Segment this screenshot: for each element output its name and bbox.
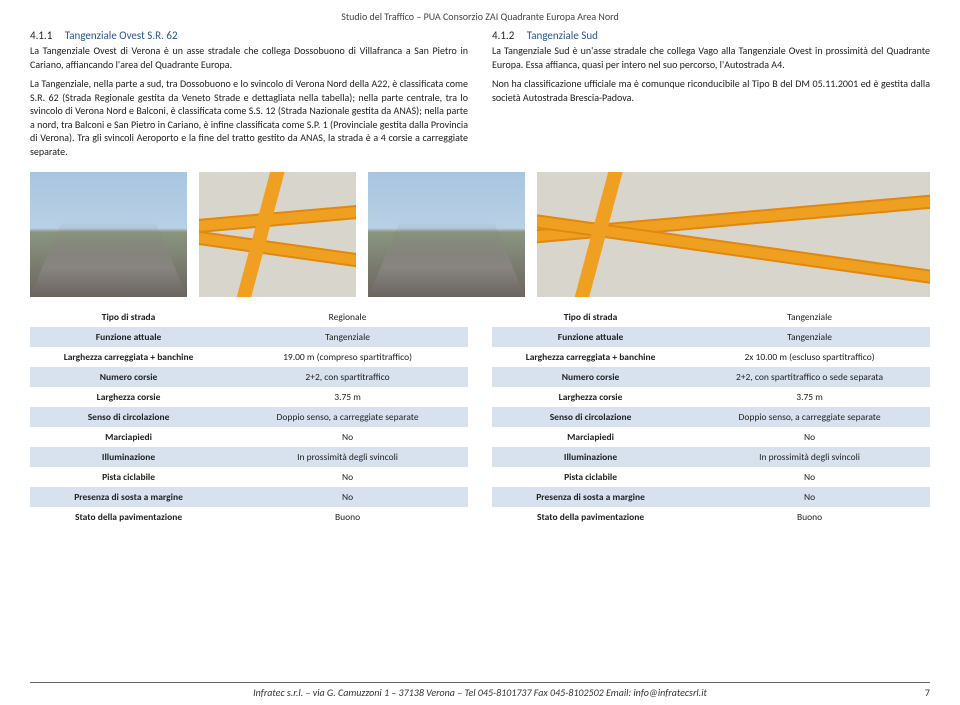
left-column: 4.1.1 Tangenziale Ovest S.R. 62 La Tange… [30, 29, 468, 164]
value: No [227, 427, 468, 447]
label-illuminazione: Illuminazione [30, 447, 227, 467]
right-paragraph-2: Non ha classificazione ufficiale ma è co… [492, 77, 930, 104]
label-funzione: Funzione attuale [492, 327, 689, 347]
value: Doppio senso, a carreggiate separate [227, 407, 468, 427]
label-larghezza-corsie: Larghezza corsie [492, 387, 689, 407]
section-title: Tangenziale Ovest S.R. 62 [65, 29, 178, 42]
value: 3.75 m [227, 387, 468, 407]
label-stato: Stato della pavimentazione [492, 507, 689, 527]
image-row [30, 172, 930, 297]
page-footer: Infratec s.r.l. – via G. Camuzzoni 1 – 3… [30, 682, 930, 699]
label-larghezza-carr: Larghezza carreggiata + banchine [492, 347, 689, 367]
label-funzione: Funzione attuale [30, 327, 227, 347]
label-marciapiedi: Marciapiedi [30, 427, 227, 447]
right-paragraph-1: La Tangenziale Sud è un'asse stradale ch… [492, 44, 930, 71]
label-tipo: Tipo di strada [492, 307, 689, 327]
page-header: Studio del Traffico – PUA Consorzio ZAI … [30, 10, 930, 23]
value: 19.00 m (compreso spartitraffico) [227, 347, 468, 367]
map-image-center [199, 172, 356, 297]
label-stato: Stato della pavimentazione [30, 507, 227, 527]
value: Doppio senso, a carreggiate separate [689, 407, 930, 427]
label-illuminazione: Illuminazione [492, 447, 689, 467]
label-sosta: Presenza di sosta a margine [30, 487, 227, 507]
label-pista: Pista ciclabile [30, 467, 227, 487]
label-numero-corsie: Numero corsie [30, 367, 227, 387]
section-title: Tangenziale Sud [527, 29, 598, 42]
footer-text: Infratec s.r.l. – via G. Camuzzoni 1 – 3… [253, 686, 707, 699]
value: No [689, 467, 930, 487]
value: 2+2, con spartitraffico o sede separata [689, 367, 930, 387]
left-paragraph-2: La Tangenziale, nella parte a sud, tra D… [30, 77, 468, 158]
value: No [689, 487, 930, 507]
table-right-container: Tipo di stradaTangenziale Funzione attua… [492, 307, 930, 527]
label-marciapiedi: Marciapiedi [492, 427, 689, 447]
section-heading-left: 4.1.1 Tangenziale Ovest S.R. 62 [30, 29, 468, 42]
value: Buono [227, 507, 468, 527]
value: Tangenziale [689, 307, 930, 327]
label-larghezza-corsie: Larghezza corsie [30, 387, 227, 407]
label-larghezza-carr: Larghezza carreggiata + banchine [30, 347, 227, 367]
label-senso: Senso di circolazione [492, 407, 689, 427]
section-number: 4.1.1 [30, 29, 52, 42]
label-sosta: Presenza di sosta a margine [492, 487, 689, 507]
map-image-wide [537, 172, 930, 297]
text-columns: 4.1.1 Tangenziale Ovest S.R. 62 La Tange… [30, 29, 930, 164]
right-column: 4.1.2 Tangenziale Sud La Tangenziale Sud… [492, 29, 930, 164]
label-numero-corsie: Numero corsie [492, 367, 689, 387]
table-left-container: Tipo di stradaRegionale Funzione attuale… [30, 307, 468, 527]
value: Regionale [227, 307, 468, 327]
value: Buono [689, 507, 930, 527]
section-heading-right: 4.1.2 Tangenziale Sud [492, 29, 930, 42]
label-pista: Pista ciclabile [492, 467, 689, 487]
properties-table-left: Tipo di stradaRegionale Funzione attuale… [30, 307, 468, 527]
label-tipo: Tipo di strada [30, 307, 227, 327]
value: 2x 10.00 m (escluso spartitraffico) [689, 347, 930, 367]
properties-table-right: Tipo di stradaTangenziale Funzione attua… [492, 307, 930, 527]
value: In prossimità degli svincoli [227, 447, 468, 467]
section-number: 4.1.2 [492, 29, 514, 42]
value: 2+2, con spartitraffico [227, 367, 468, 387]
value: In prossimità degli svincoli [689, 447, 930, 467]
value: Tangenziale [689, 327, 930, 347]
label-senso: Senso di circolazione [30, 407, 227, 427]
value: Tangenziale [227, 327, 468, 347]
road-photo-right [368, 172, 525, 297]
value: No [689, 427, 930, 447]
page-number: 7 [925, 686, 930, 699]
value: No [227, 467, 468, 487]
value: 3.75 m [689, 387, 930, 407]
tables-row: Tipo di stradaRegionale Funzione attuale… [30, 307, 930, 527]
value: No [227, 487, 468, 507]
road-photo-left [30, 172, 187, 297]
left-paragraph-1: La Tangenziale Ovest di Verona è un asse… [30, 44, 468, 71]
